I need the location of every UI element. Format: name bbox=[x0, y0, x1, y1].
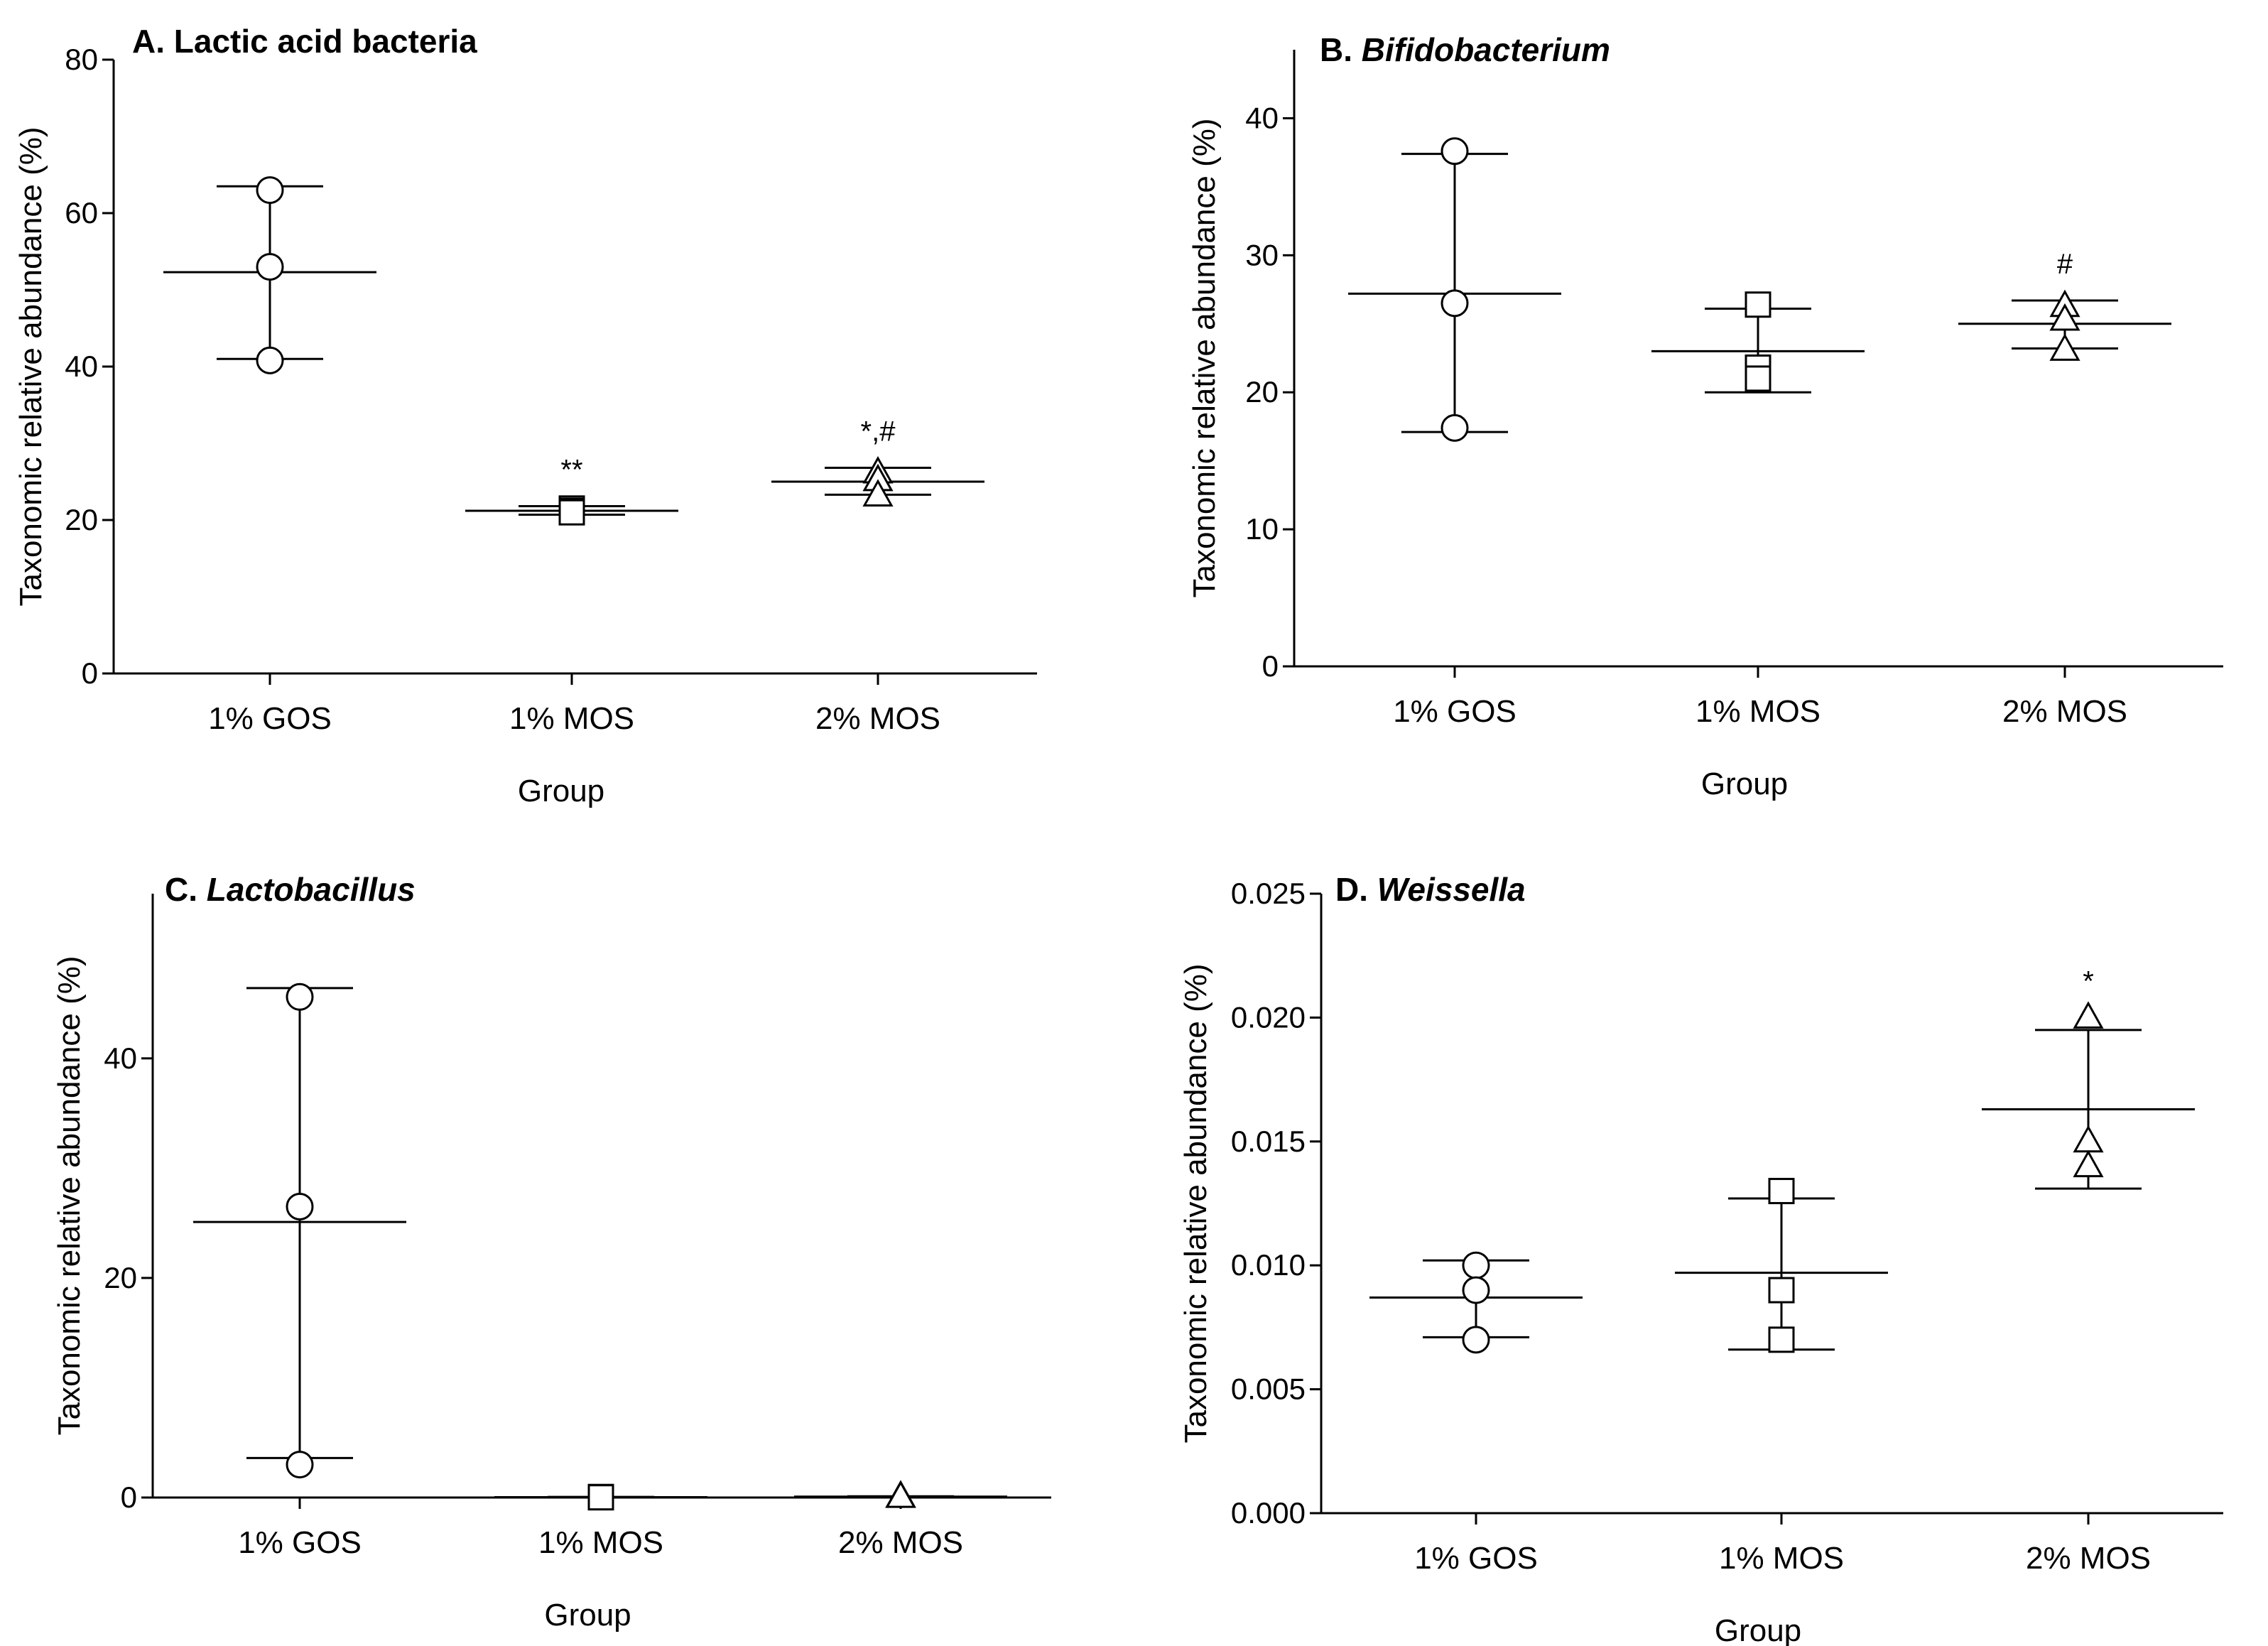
y-tick-label: 0.000 bbox=[1231, 1496, 1306, 1529]
group-1 bbox=[163, 176, 376, 374]
y-tick-label: 0 bbox=[1262, 649, 1279, 683]
panel-letter: D. bbox=[1335, 871, 1377, 908]
panel-title-text: Bifidobacterium bbox=[1362, 31, 1610, 68]
y-tick-label: 0 bbox=[121, 1480, 137, 1514]
panel-a: 0 20 40 60 80 1% GOS 1% MOS 2% MOS Group Taxonomi… bbox=[13, 23, 1037, 808]
data-point bbox=[1462, 1326, 1490, 1354]
x-tick-label: 1% MOS bbox=[1695, 694, 1821, 729]
group-3 bbox=[794, 1480, 1007, 1508]
data-point bbox=[2073, 1001, 2104, 1029]
data-point bbox=[1440, 413, 1469, 442]
data-point bbox=[286, 1451, 314, 1479]
data-point bbox=[2073, 1149, 2104, 1178]
data-point bbox=[256, 253, 284, 281]
panel-title: D. Weissella bbox=[1335, 871, 1526, 908]
y-tick-label: 60 bbox=[65, 196, 98, 229]
y-tick-label: 40 bbox=[1245, 101, 1279, 134]
panel-title: C. Lactobacillus bbox=[165, 871, 416, 908]
y-tick-label: 0.010 bbox=[1231, 1248, 1306, 1282]
group-2 bbox=[1651, 291, 1865, 394]
data-point bbox=[1462, 1251, 1490, 1279]
panel-title-text: Weissella bbox=[1377, 871, 1526, 908]
group-3: # bbox=[1958, 249, 2171, 361]
y-tick-label: 80 bbox=[65, 43, 98, 76]
data-point bbox=[1745, 291, 1771, 318]
panel-c: 0 20 40 1% GOS 1% MOS 2% MOS Group Taxonomic re… bbox=[52, 871, 1051, 1633]
group-2 bbox=[494, 1483, 707, 1511]
y-axis-title: Taxonomic relative abundance (%) bbox=[1178, 963, 1213, 1443]
x-tick-label: 1% GOS bbox=[1393, 694, 1516, 729]
x-axis-title: Group bbox=[544, 1598, 631, 1633]
y-tick-label: 0.025 bbox=[1231, 877, 1306, 910]
data-point bbox=[1745, 365, 1771, 392]
y-tick-label: 0 bbox=[82, 656, 98, 690]
group-2: ** bbox=[465, 455, 678, 526]
data-point bbox=[2049, 333, 2080, 361]
y-tick-label: 40 bbox=[104, 1041, 137, 1075]
panel-letter: C. bbox=[165, 871, 207, 908]
group-3: *,# bbox=[771, 416, 984, 507]
panel-title-text: Lactobacillus bbox=[207, 871, 416, 908]
x-tick-label: 2% MOS bbox=[2002, 694, 2127, 729]
data-point bbox=[2049, 303, 2080, 331]
y-tick-label: 0.005 bbox=[1231, 1372, 1306, 1406]
y-tick-label: 30 bbox=[1245, 238, 1279, 271]
significance-label: # bbox=[2057, 249, 2073, 280]
group-3: * bbox=[1982, 965, 2195, 1190]
x-tick-label: 2% MOS bbox=[2026, 1541, 2151, 1576]
x-tick-label: 1% GOS bbox=[208, 701, 332, 736]
y-tick-label: 20 bbox=[65, 503, 98, 536]
y-tick-label: 20 bbox=[1245, 375, 1279, 408]
panel-title-text: Lactic acid bacteria bbox=[174, 23, 477, 60]
data-point bbox=[587, 1484, 614, 1511]
significance-label: *,# bbox=[861, 416, 896, 448]
group-2 bbox=[1675, 1178, 1888, 1353]
y-axis-title: Taxonomic relative abundance (%) bbox=[13, 126, 48, 606]
y-tick-label: 40 bbox=[65, 350, 98, 383]
panel-b: 0 10 20 30 40 1% GOS 1% MOS 2% MOS Group Taxonomi… bbox=[1187, 31, 2223, 801]
significance-label: ** bbox=[560, 455, 582, 486]
y-tick-label: 10 bbox=[1245, 512, 1279, 546]
x-tick-label: 1% MOS bbox=[538, 1525, 663, 1560]
data-point bbox=[558, 499, 585, 526]
y-tick-label: 0.015 bbox=[1231, 1125, 1306, 1158]
y-axis-title: Taxonomic relative abundance (%) bbox=[1187, 118, 1222, 597]
group-1 bbox=[1369, 1251, 1583, 1354]
y-axis-title: Taxonomic relative abundance (%) bbox=[52, 955, 87, 1435]
data-point bbox=[1768, 1277, 1795, 1304]
group-1 bbox=[1348, 137, 1561, 442]
data-point bbox=[256, 176, 284, 205]
data-point bbox=[1768, 1178, 1795, 1205]
significance-label: * bbox=[2083, 965, 2094, 997]
x-tick-label: 2% MOS bbox=[815, 701, 940, 736]
data-point bbox=[286, 1192, 314, 1220]
x-tick-label: 1% MOS bbox=[509, 701, 634, 736]
data-point bbox=[885, 1480, 916, 1508]
group-1 bbox=[193, 982, 406, 1479]
x-tick-label: 2% MOS bbox=[838, 1525, 963, 1560]
x-axis-title: Group bbox=[1715, 1613, 1801, 1646]
x-tick-label: 1% GOS bbox=[238, 1525, 362, 1560]
panel-title: A. Lactic acid bacteria bbox=[132, 23, 477, 60]
x-tick-label: 1% MOS bbox=[1719, 1541, 1844, 1576]
data-point bbox=[1768, 1326, 1795, 1353]
y-tick-label: 20 bbox=[104, 1261, 137, 1294]
x-axis-title: Group bbox=[518, 774, 604, 808]
data-point bbox=[1440, 289, 1469, 318]
y-tick-label: 0.020 bbox=[1231, 1000, 1306, 1034]
data-point bbox=[256, 346, 284, 374]
data-point bbox=[862, 479, 894, 507]
panel-title: B. Bifidobacterium bbox=[1320, 31, 1610, 68]
x-axis-title: Group bbox=[1701, 767, 1788, 801]
data-point bbox=[1462, 1276, 1490, 1304]
panel-letter: A. bbox=[132, 23, 174, 60]
data-point bbox=[1440, 137, 1469, 166]
panel-letter: B. bbox=[1320, 31, 1362, 68]
data-point bbox=[286, 982, 314, 1011]
data-point bbox=[2073, 1125, 2104, 1153]
x-tick-label: 1% GOS bbox=[1414, 1541, 1538, 1576]
panel-d: 0.000 0.005 0.010 0.015 0.020 0.025 1% GOS 1% M… bbox=[1178, 871, 2223, 1646]
